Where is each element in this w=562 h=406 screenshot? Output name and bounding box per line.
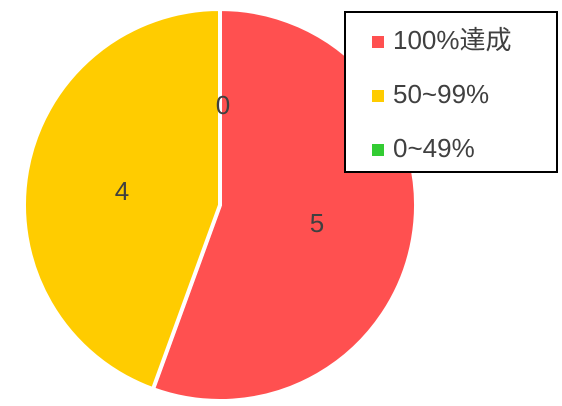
legend-swatch-50-99: [372, 90, 384, 102]
data-label-100: 5: [310, 208, 324, 238]
legend-label-100: 100%達成: [393, 25, 512, 55]
data-labels: 5 4 0: [115, 90, 324, 238]
legend-swatch-0-49: [372, 144, 384, 156]
data-label-50-99: 4: [115, 176, 129, 206]
legend: 100%達成 50~99% 0~49%: [344, 11, 558, 173]
legend-swatch-100: [372, 36, 384, 48]
legend-label-50-99: 50~99%: [393, 79, 489, 109]
data-label-0-49: 0: [216, 90, 230, 120]
legend-label-0-49: 0~49%: [393, 133, 475, 163]
pie-slice-50-99: [22, 7, 222, 392]
